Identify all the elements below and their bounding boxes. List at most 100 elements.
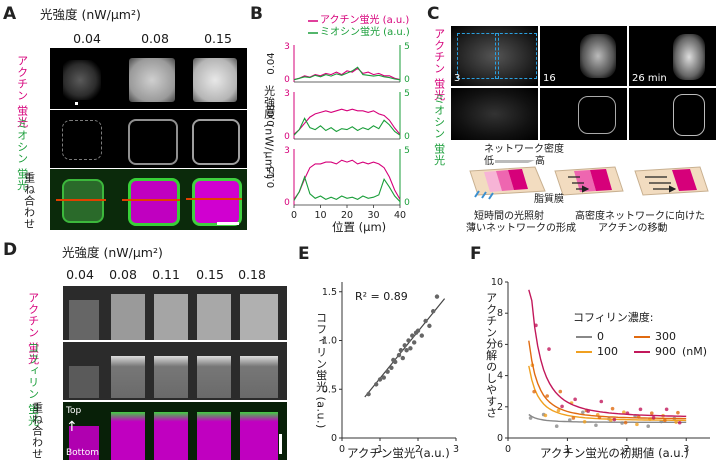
panel-f-point-100 [608,418,613,422]
panel-f-legend-unit: (nM) [682,345,708,358]
panel-b-x-tick-label: 0 [291,210,297,221]
panel-b-left-tick: 0 [284,198,290,208]
panel-e-point [431,309,436,314]
panel-f-point-900 [534,323,538,328]
panel-a-conc-2: 0.08 [141,31,169,46]
panel-d-header: 光強度 (nW/μm²) [62,245,163,260]
panel-f-point-300 [636,415,641,419]
panel-e-point [412,340,417,345]
panel-f-curve-900 [528,289,687,417]
panel-b-actin-line [293,159,401,200]
panel-f-point-100 [622,410,626,415]
panel-b-left-tick: 0 [284,75,290,85]
panel-f-x-tick-label: 1 [564,444,570,455]
panel-c-caption-right-2: アクチンの移動 [598,223,668,234]
panel-b-right-tick: 0 [404,132,410,142]
panel-a-scale-bar [217,222,239,225]
panel-f-point-100 [674,420,678,424]
panel-f-point-300 [676,410,680,415]
panel-e-point [385,369,390,374]
panel-c-low: 低 [484,156,494,167]
panel-d-conc-5: 0.18 [238,267,266,282]
panel-b-left-tick: 3 [284,42,290,52]
panel-e-point [402,343,407,348]
panel-f-y-tick-label: 10 [491,277,503,288]
panel-f-point-100 [543,413,548,418]
panel-e-point [410,333,415,338]
panel-d-bottom: Bottom [66,448,100,458]
panel-c-actin-t1: 3 [451,26,538,86]
panel-e-point [419,333,424,338]
panel-b-actin-line [293,108,401,135]
panel-b-myosin-line [293,66,401,81]
panel-b-row-intensity: 0.04 [266,52,277,74]
panel-d-conc-3: 0.11 [152,267,180,282]
panel-b-left-tick: 0 [284,132,290,142]
panel-f-point-300 [649,411,654,416]
panel-e-r2: R² = 0.89 [355,290,408,303]
panel-b-x-tick-label: 30 [367,210,379,221]
panel-f-chart: 0 1 2 3 0 2 4 6 8 10 [491,277,710,455]
panel-f-y-tick-label: 2 [497,402,503,413]
panel-f-point-100 [582,419,587,424]
light-arrows-icon [474,190,494,200]
panel-b-myosin-line [293,175,401,202]
panel-e-chart: 0 1 2 3 0 0.5 1.0 1.5 [322,282,459,455]
panel-d-up-arrow-icon: ↑ [66,419,78,435]
panel-c-caption-right-1: 高密度ネットワークに向けた [575,211,705,222]
panel-e-y-tick-label: 0 [331,433,337,444]
panel-f-point-900 [638,407,643,412]
panel-b-right-tick: 5 [404,42,410,52]
panel-e-point [427,323,432,329]
panel-f-curve-300 [528,340,687,420]
panel-f-point-300 [558,389,563,394]
panel-c-actin-t2: 16 [540,26,627,86]
panel-f-x-tick-label: 3 [683,444,689,455]
panel-b-ylabel: 光強度 (nW/μm²) [262,85,276,180]
panel-b-left-tick: 3 [284,146,290,156]
panel-f-curve-100 [528,365,687,422]
panel-f-point-900 [573,397,577,402]
panel-f-legend-swatch-100 [576,351,592,353]
panel-f-plot: 0 1 2 3 0 2 4 6 8 10 [491,277,710,455]
panel-e-point [393,359,398,365]
panel-b-right-tick: 5 [404,146,410,156]
panel-e-point [366,391,371,397]
panel-c-density-label: ネットワーク密度 [484,144,564,155]
panel-f-x-tick-label: 0 [505,444,511,455]
panel-b-myosin-line [293,117,401,136]
panel-f-y-tick-label: 8 [497,308,503,319]
panel-f-point-300 [610,406,615,411]
panel-b-left-tick: 3 [284,89,290,99]
panel-c-caption-left-1: 短時間の光照射 [474,211,544,222]
panel-b-legend-myosin: ミオシン蛍光 (a.u.) [320,27,410,38]
panel-e-x-tick-label: 2 [415,444,421,455]
panel-f-legend-100: 100 [597,345,618,358]
panel-f-ylabel: アクチン分解のしやすさ [484,292,498,419]
panel-f-point-0 [528,416,533,420]
panel-e-y-tick-label: 1.0 [322,336,337,347]
panel-f-x-tick-label: 2 [624,444,630,455]
panel-d-conc-1: 0.04 [66,267,94,282]
panel-f-legend-swatch-0 [576,336,592,338]
panel-d-conc-2: 0.08 [109,267,137,282]
panel-c-schematic [469,160,709,200]
panel-e-point [406,338,411,343]
panel-d-row-label-cofilin: コフィリン 蛍光 [26,342,40,427]
panel-a-actin-tile [50,48,247,109]
panel-d-conc-4: 0.15 [196,267,224,282]
panel-a-conc-3: 0.15 [204,31,232,46]
panel-b-legend-actin: アクチン蛍光 (a.u.) [320,15,410,26]
panel-a-conc-1: 0.04 [73,31,101,46]
panel-e-x-tick-label: 0 [339,444,345,455]
panel-f-point-100 [556,408,561,413]
panel-f-xlabel: アクチン蛍光の初期値 (a.u.) [540,446,689,460]
panel-f-legend-0: 0 [597,330,604,343]
panel-c-myosin-t1 [451,88,538,140]
panel-f-point-900 [612,417,617,422]
panel-e-x-tick-label: 1 [377,444,383,455]
panel-f-point-900 [547,347,551,351]
panel-b-x-tick-label: 20 [341,210,353,221]
